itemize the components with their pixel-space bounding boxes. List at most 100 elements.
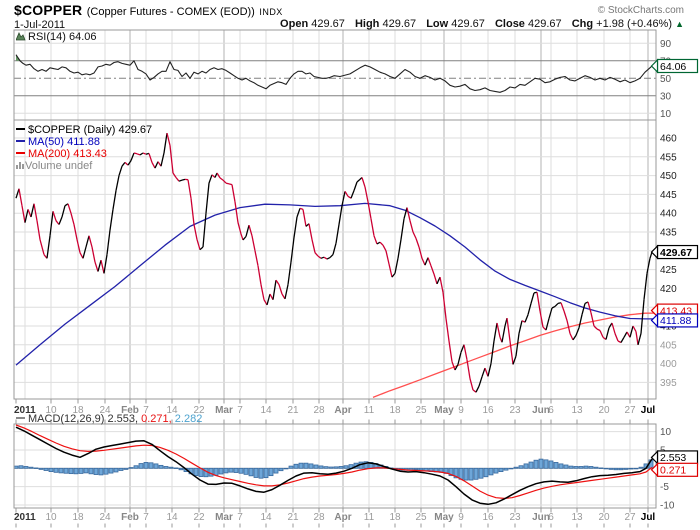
macd-histogram-bar (323, 466, 329, 469)
close-label: Close (494, 18, 525, 30)
price-panel (14, 120, 656, 399)
date-tick-label: 13 (571, 512, 583, 523)
macd-ytick-label: -5 (660, 482, 669, 493)
price-legend-close-label: $COPPER (Daily) 429.67 (28, 124, 153, 136)
macd-histogram-bar (523, 463, 529, 469)
instrument-description: (Copper Futures - COMEX (EOD)) (86, 6, 255, 18)
axis-badge-value: 429.67 (660, 247, 692, 259)
macd-histogram-bar (93, 467, 99, 475)
date-tick-label: 24 (99, 512, 111, 523)
date-tick-label: 9 (458, 405, 464, 416)
macd-histogram-bar (453, 467, 459, 479)
macd-histogram-bar (248, 467, 254, 477)
date-tick-label: Jul (641, 405, 656, 416)
price-ytick-label: 405 (660, 340, 677, 351)
date-tick-label: 2011 (14, 405, 36, 416)
chart-date: 1-Jul-2011 (14, 19, 66, 31)
macd-histogram-bar (583, 465, 589, 469)
macd-histogram-bar (578, 466, 584, 469)
macd-histogram-bar (588, 466, 594, 469)
rsi-ytick-label: 90 (660, 39, 672, 50)
rsi-ytick-label: 30 (660, 91, 672, 102)
macd-histogram-bar (533, 459, 539, 469)
volume-bars-icon (16, 160, 25, 172)
macd-histogram-bar (618, 467, 624, 471)
macd-histogram-bar (448, 467, 454, 477)
date-tick-label: 9 (458, 512, 464, 523)
macd-histogram-bar (38, 467, 44, 470)
macd-histogram-bar (298, 462, 304, 469)
date-tick-label: 10 (45, 405, 57, 416)
date-tick-label: Jun (532, 405, 550, 416)
price-legend: $COPPER (Daily) 429.67 MA(50) 411.88 MA(… (16, 124, 152, 172)
axis-badge-arrow (650, 58, 659, 74)
date-tick-label: 6 (548, 512, 554, 523)
date-tick-label: 21 (287, 405, 299, 416)
date-tick-label: 18 (389, 512, 401, 523)
macd-legend-histogram: 2.282 (174, 413, 203, 425)
open-label: Open (280, 18, 309, 30)
macd-histogram-bar (218, 467, 224, 475)
date-tick-label: 10 (45, 512, 57, 523)
macd-histogram-bar (98, 467, 104, 476)
date-tick-label: 14 (166, 405, 178, 416)
macd-histogram-bar (483, 467, 489, 478)
date-tick-label: Apr (334, 512, 351, 523)
macd-histogram-bar (288, 465, 294, 469)
price-legend-ma200-label: MA(200) 413.43 (28, 148, 107, 160)
price-legend-close: $COPPER (Daily) 429.67 (16, 124, 152, 136)
rsi-mountain-icon (16, 32, 26, 42)
date-tick-label: 14 (260, 512, 272, 523)
date-tick-label: 18 (389, 405, 401, 416)
macd-histogram-bar (148, 462, 154, 469)
axis-badge-value: 64.06 (660, 61, 686, 73)
macd-histogram-bar (28, 466, 34, 469)
date-tick-label: 16 (482, 512, 494, 523)
ohlc-quote-row: Open 429.67 High 429.67 Low 429.67 Close… (273, 18, 684, 30)
macd-histogram-bar (343, 465, 349, 469)
axis-badge-arrow (650, 312, 659, 328)
macd-histogram-bar (473, 467, 479, 480)
macd-histogram-bar (538, 458, 544, 469)
macd-histogram-bar (163, 466, 169, 469)
macd-histogram-bar (173, 467, 179, 469)
macd-histogram-bar (238, 467, 244, 474)
macd-histogram-bar (633, 467, 639, 470)
ticker-symbol: $COPPER (14, 2, 83, 18)
macd-histogram-bar (48, 467, 54, 473)
macd-histogram-bar (568, 465, 574, 469)
rsi-panel (14, 30, 656, 120)
price-ytick-label: 425 (660, 265, 677, 276)
macd-histogram-bar (543, 459, 549, 469)
price-ytick-label: 455 (660, 152, 677, 163)
date-tick-label: 27 (624, 405, 636, 416)
rsi-legend: RSI(14) 64.06 (16, 31, 96, 43)
macd-histogram-bar (623, 467, 629, 470)
date-tick-label: 20 (598, 405, 610, 416)
macd-histogram-bar (573, 466, 579, 469)
macd-histogram-bar (273, 467, 279, 474)
macd-legend-signal: 0.271, (141, 413, 172, 425)
macd-histogram-bar (333, 466, 339, 469)
macd-legend: MACD(12,26,9) 2.553, 0.271, 2.282 (16, 413, 202, 425)
macd-histogram-bar (508, 467, 514, 470)
macd-histogram-bar (338, 466, 344, 469)
macd-histogram-bar (468, 467, 474, 481)
macd-histogram-bar (18, 465, 24, 469)
rsi-ytick-label: 50 (660, 74, 672, 85)
price-ytick-label: 435 (660, 228, 677, 239)
date-tick-label: 13 (571, 405, 583, 416)
axis-badge-arrow (650, 449, 659, 465)
macd-histogram-bar (113, 467, 119, 473)
macd-histogram-bar (293, 463, 299, 469)
gray-line-icon (16, 417, 25, 420)
macd-histogram-bar (278, 467, 284, 472)
macd-histogram-bar (493, 467, 499, 474)
date-tick-label: 14 (260, 405, 272, 416)
macd-histogram-bar (168, 466, 174, 469)
macd-histogram-bar (253, 467, 259, 478)
date-tick-label: 11 (364, 405, 375, 416)
date-tick-label: 21 (287, 512, 299, 523)
